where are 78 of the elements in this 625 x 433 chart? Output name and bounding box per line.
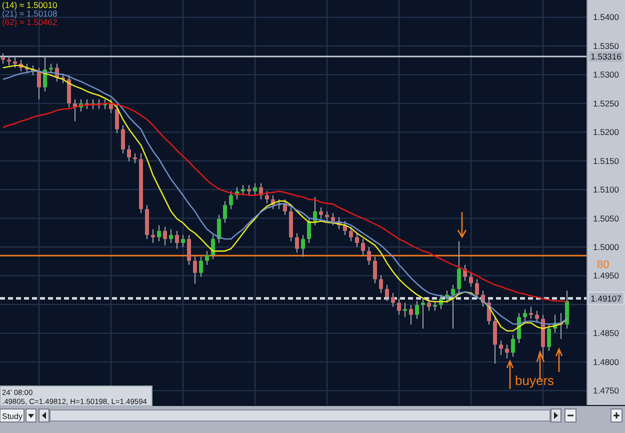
candlestick (373, 256, 377, 284)
y-tick-label: 1.5050 (593, 213, 620, 224)
candlestick (193, 256, 197, 284)
candlestick (403, 302, 407, 318)
candlestick (295, 232, 299, 254)
candlestick (391, 292, 395, 308)
y-tick-label: 1.5300 (593, 70, 620, 80)
candlestick (307, 216, 311, 244)
candlestick (493, 316, 497, 364)
text: (21) ≈ 1.50108 (2, 8, 58, 18)
candlestick (199, 256, 203, 278)
candlestick (469, 272, 473, 288)
candlestick (565, 290, 569, 330)
candlestick (181, 234, 185, 248)
candlestick (451, 284, 455, 330)
candlestick (319, 206, 323, 220)
candlestick (409, 304, 413, 326)
candlestick (505, 344, 509, 359)
candlestick (379, 274, 383, 294)
y-tick-label: 1.5400 (593, 12, 620, 22)
candlestick (223, 200, 227, 224)
y-tick-label: 1.4950 (593, 270, 620, 281)
candlestick (511, 334, 515, 358)
candlestick (265, 190, 269, 204)
y-tick-label: 1.5000 (593, 242, 620, 252)
y-tick-label: 1.5100 (593, 184, 620, 195)
candlestick (457, 240, 461, 294)
candlestick (241, 184, 245, 196)
ref-line-label: 1.49107 (590, 293, 622, 304)
candlestick (475, 278, 479, 300)
candlestick (7, 55, 11, 66)
candlestick (415, 300, 419, 320)
candlestick (247, 184, 251, 196)
candlestick (361, 238, 365, 256)
candlestick (385, 284, 389, 302)
candlestick (205, 250, 209, 266)
candlestick (367, 246, 371, 266)
candlestick (13, 56, 17, 68)
candlestick (529, 306, 533, 320)
candlestick (355, 232, 359, 248)
candlestick (175, 230, 179, 250)
candlestick (535, 310, 539, 324)
y-tick-label: 1.4800 (593, 356, 620, 367)
candlestick (253, 182, 257, 196)
candlestick (127, 144, 131, 162)
y-tick-label: 1.5150 (593, 156, 620, 166)
text: (62) ≈ 1.50462 (2, 17, 58, 27)
y-tick-label: 1.4750 (593, 386, 620, 396)
candlestick (433, 300, 437, 312)
candlestick (115, 104, 119, 134)
candlestick (37, 67, 41, 100)
candlestick (331, 212, 335, 226)
candlestick (163, 226, 167, 246)
candlestick (523, 308, 527, 322)
candlestick (121, 124, 125, 154)
ref-line-label: 1.53316 (590, 52, 622, 62)
candlestick (499, 340, 503, 356)
candlestick (397, 298, 401, 316)
candlestick (217, 214, 221, 244)
y-tick-label: 1.5200 (593, 127, 620, 138)
candlestick (301, 234, 305, 258)
candlestick (421, 298, 425, 330)
text: Study (2, 412, 22, 421)
y-tick-label: 1.5250 (593, 98, 620, 108)
candlestick (427, 298, 431, 312)
text: (14) ≈ 1.50010 (2, 0, 58, 10)
candlestick (229, 190, 233, 210)
candlestick (349, 226, 353, 242)
candlestick (211, 234, 215, 260)
candlestick (187, 234, 191, 266)
y-tick-label: 1.5350 (593, 40, 620, 51)
annotation: buyers (515, 373, 555, 388)
y-tick-label: 1.4850 (593, 328, 620, 338)
text: 80 (597, 259, 610, 271)
candlestick (547, 324, 551, 352)
candlestick (151, 228, 155, 244)
candlestick (157, 224, 161, 242)
candlestick (169, 228, 173, 244)
